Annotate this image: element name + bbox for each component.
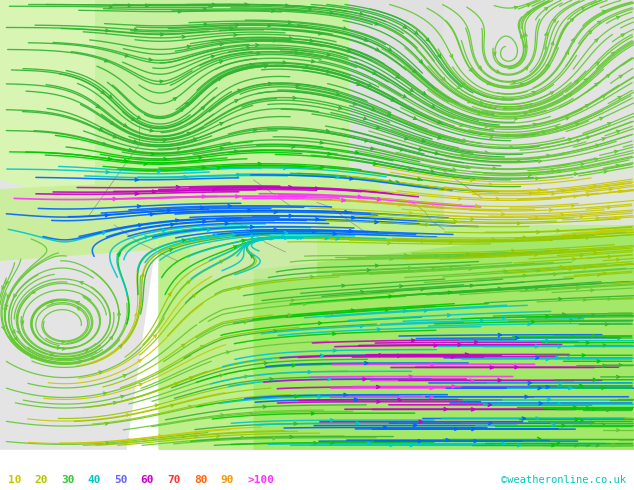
- Polygon shape: [444, 0, 634, 225]
- Text: ©weatheronline.co.uk: ©weatheronline.co.uk: [501, 475, 626, 485]
- Polygon shape: [254, 225, 634, 450]
- Polygon shape: [349, 0, 634, 202]
- Text: 10: 10: [8, 475, 21, 485]
- Text: >100: >100: [247, 475, 275, 485]
- Polygon shape: [158, 157, 634, 450]
- Text: 40: 40: [87, 475, 101, 485]
- Text: Streamlines 500 hPa [kts] ECMWF: Streamlines 500 hPa [kts] ECMWF: [8, 459, 221, 468]
- Text: 20: 20: [34, 475, 48, 485]
- Text: 70: 70: [167, 475, 181, 485]
- Text: Su 23-06-2024 06:00 UTC (06+00): Su 23-06-2024 06:00 UTC (06+00): [413, 459, 626, 468]
- Text: 90: 90: [221, 475, 234, 485]
- Polygon shape: [0, 171, 380, 261]
- Polygon shape: [95, 0, 349, 202]
- Polygon shape: [0, 0, 444, 225]
- Text: 60: 60: [141, 475, 154, 485]
- Text: 80: 80: [194, 475, 207, 485]
- Polygon shape: [190, 216, 317, 279]
- Text: 50: 50: [114, 475, 127, 485]
- Polygon shape: [158, 157, 634, 450]
- Text: 30: 30: [61, 475, 74, 485]
- Polygon shape: [0, 180, 158, 450]
